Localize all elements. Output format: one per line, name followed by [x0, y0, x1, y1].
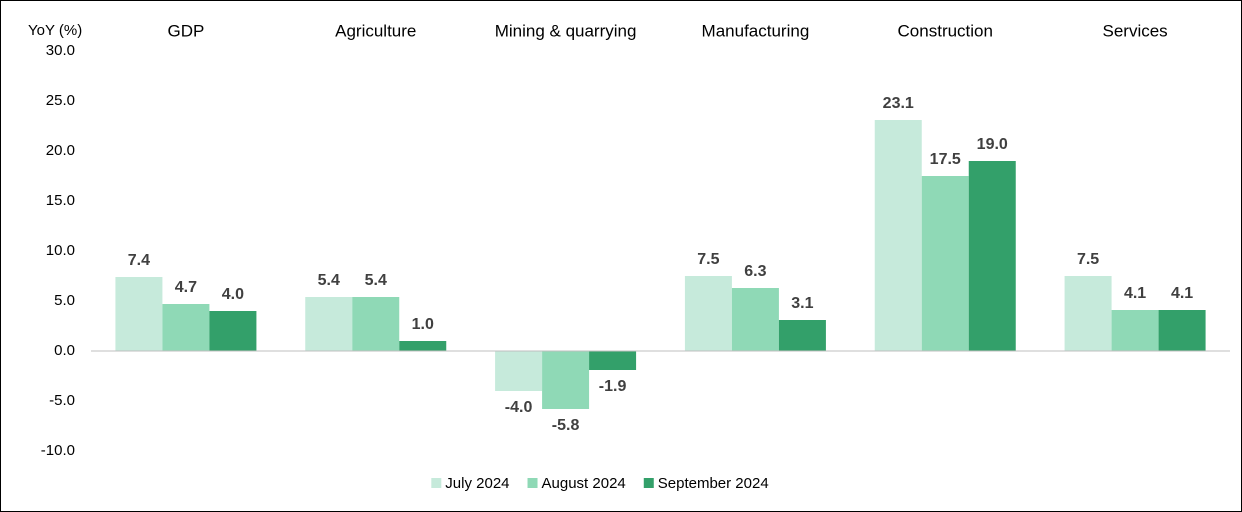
- y-tick-label: -10.0: [41, 442, 75, 459]
- value-label: 5.4: [365, 272, 387, 289]
- value-label: 4.7: [175, 279, 197, 296]
- legend-swatch: [643, 478, 654, 488]
- value-label: 23.1: [883, 95, 914, 112]
- y-tick-label: 5.0: [54, 292, 75, 309]
- value-label: -5.8: [552, 417, 580, 434]
- bar: [542, 351, 590, 409]
- value-label: -1.9: [599, 378, 627, 395]
- bar: [921, 176, 969, 351]
- category-label: Agriculture: [335, 21, 416, 40]
- y-tick-label: 30.0: [46, 42, 75, 59]
- bar: [778, 320, 826, 351]
- bar: [1158, 310, 1206, 351]
- legend-label: August 2024: [542, 475, 626, 492]
- value-label: 4.1: [1124, 285, 1146, 302]
- category-label: Manufacturing: [702, 21, 810, 40]
- bar: [1111, 310, 1159, 351]
- bar: [399, 341, 447, 351]
- value-label: 7.4: [128, 252, 150, 269]
- value-label: 7.5: [1077, 251, 1099, 268]
- value-label: 19.0: [977, 136, 1008, 153]
- category-label: Services: [1102, 21, 1167, 40]
- y-tick-label: 25.0: [46, 92, 75, 109]
- value-label: 4.1: [1171, 285, 1193, 302]
- value-label: 5.4: [318, 272, 340, 289]
- legend-swatch: [431, 478, 442, 488]
- bar: [352, 297, 400, 351]
- legend-swatch: [527, 478, 538, 488]
- value-label: 1.0: [412, 316, 434, 333]
- category-label: GDP: [167, 21, 204, 40]
- bar: [495, 351, 543, 391]
- value-label: -4.0: [505, 399, 533, 416]
- value-label: 4.0: [222, 286, 244, 303]
- y-tick-label: -5.0: [49, 392, 75, 409]
- y-tick-label: 20.0: [46, 142, 75, 159]
- bar: [731, 288, 779, 351]
- value-label: 6.3: [744, 263, 766, 280]
- value-label: 17.5: [930, 151, 961, 168]
- category-label: Mining & quarrying: [495, 21, 637, 40]
- legend-label: September 2024: [658, 475, 769, 492]
- bar: [115, 277, 163, 351]
- bar: [1064, 276, 1112, 351]
- y-axis-label: YoY (%): [28, 22, 82, 39]
- bar: [589, 351, 637, 370]
- y-tick-label: 10.0: [46, 242, 75, 259]
- category-label: Construction: [898, 21, 993, 40]
- bar: [874, 120, 922, 351]
- y-tick-label: 0.0: [54, 342, 75, 359]
- y-tick-label: 15.0: [46, 192, 75, 209]
- legend-label: July 2024: [445, 475, 509, 492]
- bar: [684, 276, 732, 351]
- bar: [305, 297, 353, 351]
- value-label: 3.1: [791, 295, 813, 312]
- bar: [209, 311, 257, 351]
- value-label: 7.5: [697, 251, 719, 268]
- bar: [968, 161, 1016, 351]
- bar: [162, 304, 210, 351]
